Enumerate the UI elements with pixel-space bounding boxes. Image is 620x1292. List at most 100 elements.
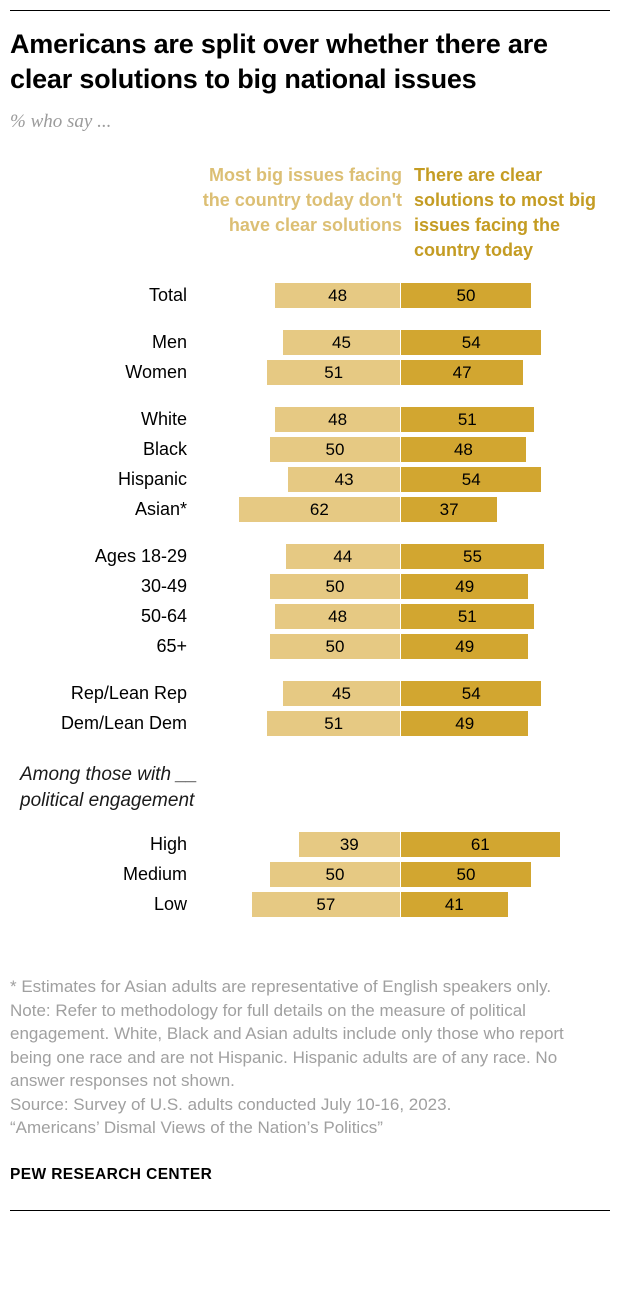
bar-right-value: 51	[457, 410, 477, 429]
bar-left-segment: 50	[270, 574, 400, 599]
chart-title: Americans are split over whether there a…	[10, 29, 548, 94]
bar-chart: Total 48 50 Men 45 54 Women 51 47 White 48 51 Black 5…	[10, 283, 610, 917]
bar-left-segment: 50	[270, 437, 400, 462]
bar-row: Ages 18-29 44 55	[10, 544, 610, 569]
bar-left-segment: 43	[288, 467, 400, 492]
bar-left-segment: 45	[283, 330, 400, 355]
series-right-header: There are clear solutions to most big is…	[414, 165, 596, 260]
bar-row: Dem/Lean Dem 51 49	[10, 711, 610, 736]
bar-right-segment: 41	[401, 892, 508, 917]
bar-pair: 48 50	[195, 283, 610, 308]
bar-right-value: 49	[455, 637, 475, 656]
row-label: High	[149, 834, 187, 854]
bar-right-value: 54	[461, 470, 481, 489]
bar-right-value: 50	[456, 865, 476, 884]
bar-group: Rep/Lean Rep 45 54 Dem/Lean Dem 51 49	[10, 681, 610, 736]
bar-right-value: 50	[456, 286, 476, 305]
bar-left-segment: 57	[251, 892, 400, 917]
bar-row: 30-49 50 49	[10, 574, 610, 599]
series-left-header: Most big issues facing the country today…	[202, 165, 402, 235]
bar-pair: 48 51	[195, 604, 610, 629]
bar-right-segment: 54	[401, 681, 542, 706]
bar-pair: 51 49	[195, 711, 610, 736]
bar-row: 50-64 48 51	[10, 604, 610, 629]
bar-right-value: 54	[461, 684, 481, 703]
bar-left-value: 50	[325, 865, 345, 884]
footnote-asterisk: * Estimates for Asian adults are represe…	[10, 977, 552, 996]
bar-row: Black 50 48	[10, 437, 610, 462]
bar-left-segment: 48	[275, 604, 400, 629]
row-label: Asian*	[134, 499, 187, 519]
row-label: Dem/Lean Dem	[60, 713, 187, 733]
bar-left-value: 48	[328, 286, 348, 305]
bar-left-value: 57	[316, 895, 336, 914]
row-label: 30-49	[140, 576, 187, 596]
bar-right-segment: 50	[401, 862, 531, 887]
bar-right-value: 54	[461, 333, 481, 352]
bar-pair: 48 51	[195, 407, 610, 432]
row-label: Women	[125, 362, 187, 382]
bar-right-segment: 49	[401, 634, 529, 659]
bar-right-segment: 49	[401, 574, 529, 599]
bar-row: Hispanic 43 54	[10, 467, 610, 492]
row-label: Men	[151, 332, 187, 352]
bar-row: Asian* 62 37	[10, 497, 610, 522]
row-label: Rep/Lean Rep	[70, 683, 187, 703]
footnote-note: Note: Refer to methodology for full deta…	[10, 1000, 564, 1091]
bar-left-segment: 44	[285, 544, 400, 569]
bar-right-segment: 49	[401, 711, 529, 736]
bar-pair: 50 50	[195, 862, 610, 887]
bar-left-segment: 51	[267, 711, 400, 736]
bar-pair: 44 55	[195, 544, 610, 569]
row-label: Ages 18-29	[94, 546, 187, 566]
bar-right-segment: 48	[401, 437, 526, 462]
footnotes: * Estimates for Asian adults are represe…	[10, 975, 610, 1140]
bar-group: High 39 61 Medium 50 50 Low 57 41	[10, 832, 610, 917]
bar-right-value: 49	[455, 714, 475, 733]
bar-pair: 39 61	[195, 832, 610, 857]
bar-row: 65+ 50 49	[10, 634, 610, 659]
top-rule	[10, 10, 610, 11]
row-label: Total	[148, 285, 187, 305]
footnote-source: Source: Survey of U.S. adults conducted …	[10, 1094, 452, 1114]
bar-left-segment: 62	[238, 497, 400, 522]
bar-left-value: 62	[309, 500, 329, 519]
bar-group: Total 48 50	[10, 283, 610, 308]
engagement-group-heading: Among those with __ political engagement	[20, 764, 198, 811]
bar-right-value: 55	[463, 547, 482, 566]
bar-pair: 45 54	[195, 330, 610, 355]
bar-row: Men 45 54	[10, 330, 610, 355]
bar-left-value: 39	[339, 835, 359, 854]
bar-right-value: 49	[455, 577, 475, 596]
bar-left-segment: 48	[275, 407, 400, 432]
bar-right-segment: 61	[401, 832, 560, 857]
bar-right-segment: 37	[401, 497, 498, 522]
bar-left-segment: 50	[270, 634, 400, 659]
bar-left-value: 43	[334, 470, 354, 489]
bar-right-value: 37	[439, 500, 459, 519]
bar-right-segment: 51	[401, 407, 534, 432]
bar-left-value: 48	[328, 410, 348, 429]
row-label: Hispanic	[117, 469, 187, 489]
row-label: White	[140, 409, 187, 429]
bar-row: High 39 61	[10, 832, 610, 857]
bar-left-value: 50	[325, 577, 345, 596]
bar-right-segment: 54	[401, 330, 542, 355]
bar-left-segment: 50	[270, 862, 400, 887]
bar-left-segment: 39	[298, 832, 400, 857]
bar-left-segment: 51	[267, 360, 400, 385]
bar-row: Rep/Lean Rep 45 54	[10, 681, 610, 706]
bar-right-value: 41	[444, 895, 464, 914]
bar-right-segment: 54	[401, 467, 542, 492]
row-label: Black	[142, 439, 187, 459]
bar-row: Low 57 41	[10, 892, 610, 917]
bar-left-segment: 45	[283, 681, 400, 706]
chart-subtitle: % who say ...	[10, 111, 112, 132]
bar-row: Total 48 50	[10, 283, 610, 308]
column-headers: Most big issues facing the country today…	[195, 163, 610, 263]
bar-pair: 57 41	[195, 892, 610, 917]
bar-left-value: 44	[333, 547, 353, 566]
bar-pair: 50 48	[195, 437, 610, 462]
bar-left-value: 45	[332, 333, 351, 352]
